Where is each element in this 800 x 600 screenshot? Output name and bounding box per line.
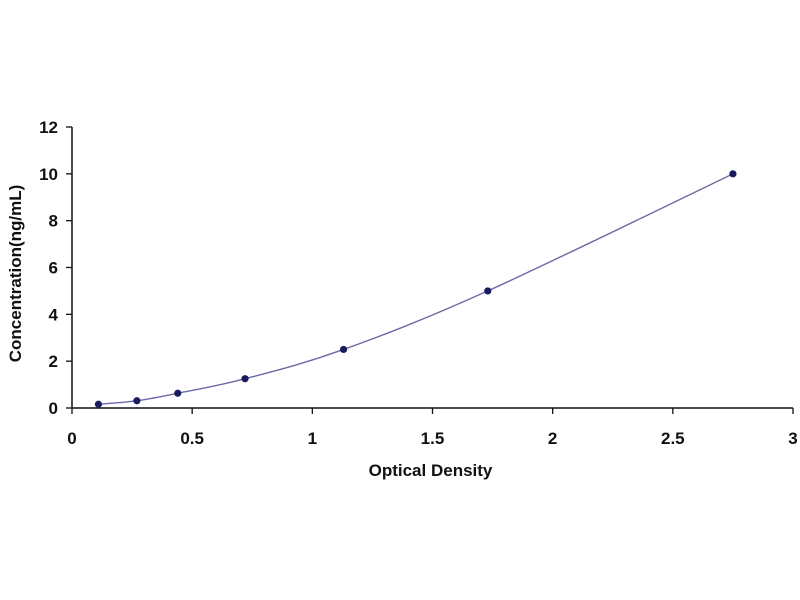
y-axis-title: Concentration(ng/mL) (6, 185, 25, 363)
x-tick-label: 1.5 (421, 429, 445, 448)
data-point (484, 287, 492, 295)
y-tick-label: 12 (39, 118, 58, 137)
y-tick-labels: 0 2 4 6 8 10 12 (39, 118, 58, 418)
x-tick-label: 2 (548, 429, 557, 448)
x-tick-labels: 0 0.5 1 1.5 2 2.5 3 (67, 429, 797, 448)
data-point (729, 170, 737, 178)
y-tick-label: 0 (49, 399, 58, 418)
x-tick-label: 1 (308, 429, 317, 448)
y-tick-label: 2 (49, 352, 58, 371)
y-tick-label: 6 (49, 259, 58, 278)
y-tick-label: 4 (49, 305, 59, 324)
x-axis-title: Optical Density (369, 461, 493, 480)
fit-curve-group (98, 173, 734, 405)
data-point (241, 375, 249, 383)
data-point (133, 397, 141, 405)
data-point (94, 400, 103, 408)
fit-curve (98, 173, 734, 405)
x-tick-label: 0 (67, 429, 76, 448)
data-point (174, 389, 182, 397)
y-tick-label: 10 (39, 165, 58, 184)
x-tick-label: 3 (788, 429, 797, 448)
axes (66, 126, 794, 414)
data-point (339, 345, 348, 354)
y-tick-label: 8 (49, 212, 58, 231)
data-points (94, 170, 737, 408)
x-tick-label: 0.5 (180, 429, 204, 448)
x-tick-label: 2.5 (661, 429, 685, 448)
